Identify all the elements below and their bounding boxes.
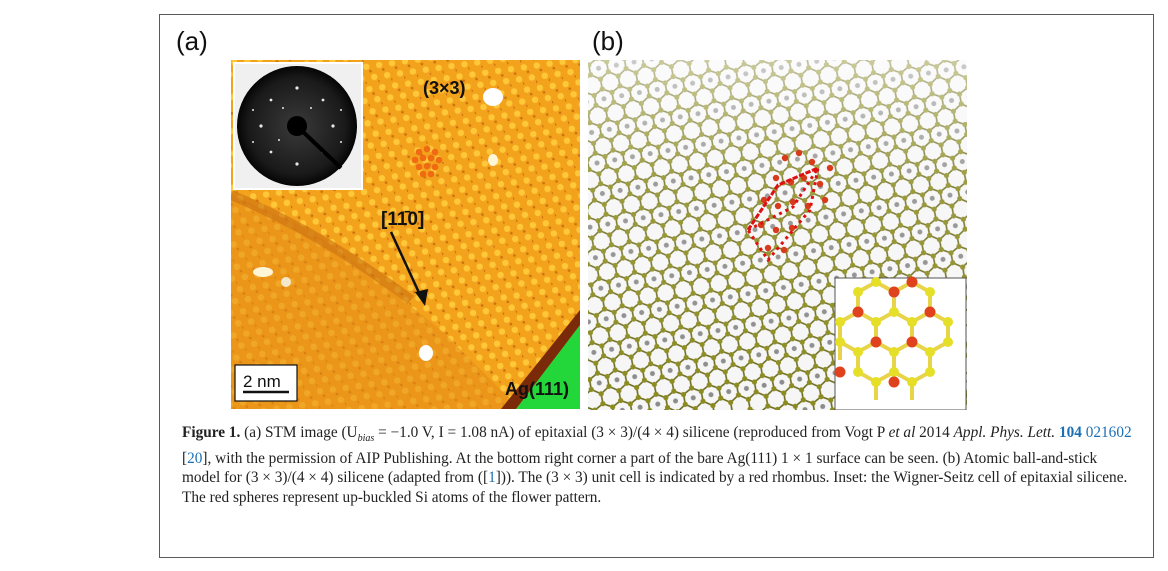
ball-stick-model (588, 60, 967, 410)
caption-text-5: ], with the permission of AIP Publishing… (182, 449, 1098, 487)
reconstruction-label: (3×3) (423, 78, 466, 98)
caption-page-link[interactable]: 021602 (1081, 424, 1132, 441)
figure-label: Figure 1. (182, 424, 241, 441)
direction-arrow-icon (415, 289, 428, 306)
caption-et-al: et al (888, 424, 916, 441)
substrate-label: Ag(111) (505, 379, 569, 399)
wigner-seitz-inset (834, 276, 967, 410)
caption-text-4: [ (182, 449, 188, 467)
scale-bar-label: 2 nm (243, 372, 281, 391)
scale-bar-box (234, 364, 298, 402)
caption-journal: Appl. Phys. Lett. (953, 424, 1056, 441)
caption-ref-1-link[interactable]: 1 (488, 469, 496, 487)
figure-frame (159, 14, 1154, 558)
caption-volume-link[interactable]: 104 (1055, 424, 1082, 441)
caption-text-2: = −1.0 V, I = 1.08 nA) of epitaxial (3 ×… (374, 424, 889, 441)
caption-text-3: 2014 (915, 424, 954, 441)
caption-ref-20-link[interactable]: 20 (187, 449, 203, 467)
panel-a-label: (a) (176, 26, 208, 56)
caption-text-6: ])). The (3 × 3) unit cell is indicated … (182, 469, 1128, 506)
caption-subscript: bias (357, 433, 375, 445)
caption-text-1: (a) STM image (U (240, 424, 358, 441)
panel-b-label: (b) (592, 26, 624, 56)
direction-label: [11̄0] (381, 209, 424, 230)
figure-caption: Figure 1. (a) STM image (Ubias = −1.0 V,… (182, 423, 1137, 507)
stm-image: (3×3) [11̄0] 2 nm Ag(111) (231, 60, 580, 409)
